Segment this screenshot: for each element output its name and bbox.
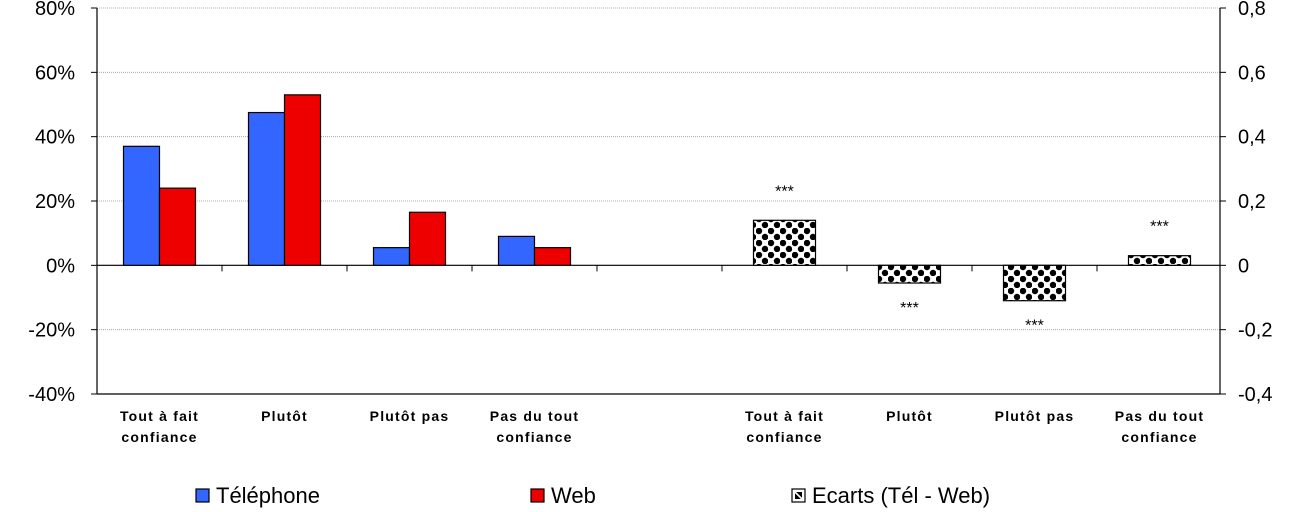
right-axis: 0,8 0,6 0,4 0,2 0 -0,2 -0,4: [1219, 0, 1272, 406]
bar-ecarts: [877, 264, 942, 284]
bar-t-l-phone: [247, 111, 286, 266]
category-labels: Tout à fait confiance Plutôt Plutôt pas Pas …: [120, 408, 1204, 445]
category-label: Tout à fait: [120, 408, 199, 424]
right-tick-label: -0,2: [1238, 320, 1272, 342]
bar-t-l-phone: [122, 145, 161, 266]
category-label: confiance: [1121, 429, 1197, 445]
category-label: Tout à fait: [745, 408, 824, 424]
annotations: *** *** *** ***: [775, 183, 1169, 334]
legend-label: Ecarts (Tél - Web): [812, 483, 990, 508]
significance-label: ***: [775, 183, 794, 200]
left-tick-label: -20%: [28, 320, 75, 342]
left-tick-label: 0%: [46, 255, 75, 277]
bar-ecarts: [1127, 255, 1192, 266]
category-label: confiance: [746, 429, 822, 445]
significance-label: ***: [900, 300, 919, 317]
category-label: Plutôt: [261, 408, 308, 424]
bar-ecarts: [1002, 264, 1067, 302]
legend-swatch: [530, 488, 545, 503]
category-label: confiance: [496, 429, 572, 445]
category-label: Plutôt: [886, 408, 933, 424]
left-tick-label: 40%: [35, 127, 75, 149]
legend-label: Téléphone: [216, 483, 320, 508]
category-label: Plutôt pas: [370, 408, 450, 424]
bar-web: [533, 247, 572, 266]
legend-swatch: [195, 488, 210, 503]
bar-web: [283, 94, 322, 266]
bars: [122, 94, 1192, 302]
right-tick-label: 0,2: [1238, 191, 1266, 213]
left-tick-label: 20%: [35, 191, 75, 213]
right-tick-label: 0,8: [1238, 0, 1266, 20]
left-tick-label: 60%: [35, 62, 75, 84]
bar-web: [158, 187, 197, 266]
category-label: Plutôt pas: [995, 408, 1075, 424]
significance-label: ***: [1150, 219, 1169, 236]
legend-label: Web: [551, 483, 596, 508]
left-axis: 80% 60% 40% 20% 0% -20% -40%: [28, 0, 1220, 406]
legend: Téléphone Web Ecarts (Tél - Web): [195, 483, 990, 508]
legend-swatch-mark: [794, 491, 803, 500]
category-label: Pas du tout: [1115, 408, 1204, 424]
category-label: Pas du tout: [490, 408, 579, 424]
significance-label: ***: [1025, 318, 1044, 335]
right-tick-label: -0,4: [1238, 384, 1272, 406]
right-tick-label: 0,4: [1238, 127, 1266, 149]
bar-ecarts: [752, 219, 817, 266]
category-label: confiance: [121, 429, 197, 445]
left-tick-label: 80%: [35, 0, 75, 20]
left-tick-label: -40%: [28, 384, 75, 406]
right-tick-label: 0,6: [1238, 62, 1266, 84]
bar-web: [408, 211, 447, 266]
bar-t-l-phone: [497, 235, 536, 266]
bar-t-l-phone: [372, 247, 411, 266]
right-tick-label: 0: [1238, 255, 1249, 277]
